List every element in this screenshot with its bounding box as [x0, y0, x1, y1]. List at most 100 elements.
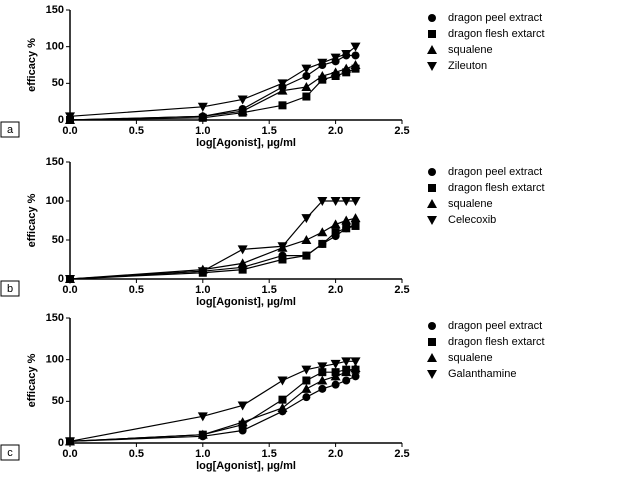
legend-marker	[428, 184, 436, 192]
marker	[65, 437, 75, 447]
marker	[350, 42, 361, 52]
marker	[317, 362, 328, 372]
y-tick-label: 0	[58, 273, 64, 285]
x-tick-label: 1.5	[262, 125, 277, 137]
marker	[330, 53, 341, 63]
marker	[197, 429, 208, 439]
x-tick-label: 0.0	[62, 125, 77, 137]
y-axis-label: efficacy %	[26, 353, 38, 407]
x-tick-label: 2.5	[394, 125, 409, 137]
x-tick-label: 0.5	[129, 125, 144, 137]
legend-label: Galanthamine	[448, 368, 517, 380]
panel-label-box	[0, 121, 20, 138]
marker	[330, 67, 341, 77]
chart-panel: 0 50 100 150 0.0 0.5 1.0 1.5 2.0 2.5 log[Agonist],…	[0, 156, 545, 308]
series-line	[69, 367, 356, 442]
legend-label: squalene	[448, 198, 493, 210]
legend-label: dragon flesh extarct	[448, 336, 545, 348]
legend-label: dragon peel extract	[448, 166, 542, 178]
marker	[351, 221, 360, 230]
panel-label-box	[0, 444, 20, 461]
y-tick-label: 0	[58, 114, 64, 126]
marker	[301, 64, 312, 74]
x-tick-label: 0.5	[129, 284, 144, 296]
x-axis-label: log[Agonist], µg/ml	[196, 137, 296, 149]
series-line	[69, 369, 356, 442]
series-line	[69, 225, 356, 280]
x-tick-label: 0.0	[62, 284, 77, 296]
marker	[301, 214, 312, 224]
marker	[350, 363, 361, 372]
y-tick-label: 100	[46, 41, 64, 53]
y-tick-label: 50	[52, 77, 64, 89]
marker	[351, 372, 360, 381]
marker	[277, 85, 288, 95]
legend-label: dragon flesh extarct	[448, 28, 545, 40]
x-tick-label: 2.5	[394, 284, 409, 296]
marker	[302, 376, 311, 385]
marker	[237, 401, 248, 411]
series-line	[69, 46, 356, 117]
series-line	[69, 360, 356, 442]
series-line	[69, 64, 356, 121]
marker	[330, 219, 341, 229]
marker	[277, 376, 288, 386]
marker	[301, 235, 312, 244]
marker	[237, 245, 248, 255]
x-tick-label: 1.0	[195, 284, 210, 296]
y-tick-label: 50	[52, 395, 64, 407]
marker	[278, 255, 287, 264]
legend-marker	[427, 45, 437, 54]
chart-panel: 0 50 100 150 0.0 0.5 1.0 1.5 2.0 2.5 log[Agonist],…	[0, 4, 545, 149]
marker	[318, 384, 327, 393]
legend-marker	[427, 199, 437, 208]
panel-label: b	[7, 283, 13, 295]
marker	[350, 213, 361, 223]
x-tick-label: 1.0	[195, 125, 210, 137]
legend-label: Celecoxib	[448, 214, 496, 226]
chart-panel: 0 50 100 150 0.0 0.5 1.0 1.5 2.0 2.5 log[Agonist],…	[0, 312, 545, 472]
series-line	[69, 68, 356, 121]
marker	[330, 197, 341, 206]
x-tick-label: 2.5	[394, 448, 409, 460]
marker	[341, 357, 352, 367]
marker	[197, 111, 208, 121]
marker	[65, 112, 75, 122]
marker	[351, 51, 360, 60]
marker	[341, 50, 352, 59]
legend-label: squalene	[448, 44, 493, 56]
y-tick-label: 150	[46, 4, 64, 16]
y-tick-label: 150	[46, 156, 64, 168]
y-tick-label: 150	[46, 312, 64, 324]
marker	[301, 383, 312, 393]
marker	[318, 239, 327, 248]
y-tick-label: 50	[52, 234, 64, 246]
marker	[237, 106, 248, 116]
marker	[237, 258, 248, 268]
marker	[301, 82, 312, 91]
x-tick-label: 0.0	[62, 448, 77, 460]
y-axis-label: efficacy %	[26, 193, 38, 247]
marker	[65, 275, 75, 284]
legend-marker	[427, 216, 437, 225]
marker	[317, 58, 328, 68]
x-axis-label: log[Agonist], µg/ml	[196, 460, 296, 472]
series-line	[69, 200, 356, 280]
marker	[301, 365, 312, 375]
marker	[341, 367, 352, 377]
marker	[302, 251, 311, 260]
marker	[350, 357, 361, 367]
marker	[277, 242, 288, 252]
marker	[331, 228, 340, 237]
x-tick-label: 2.0	[328, 284, 343, 296]
marker	[317, 197, 328, 206]
marker	[330, 371, 341, 381]
y-tick-label: 0	[58, 437, 64, 449]
marker	[197, 102, 208, 112]
legend-marker	[428, 168, 436, 176]
series-line	[69, 54, 356, 121]
legend-marker	[427, 353, 437, 362]
legend-marker	[428, 14, 436, 22]
y-axis-label: efficacy %	[26, 38, 38, 92]
